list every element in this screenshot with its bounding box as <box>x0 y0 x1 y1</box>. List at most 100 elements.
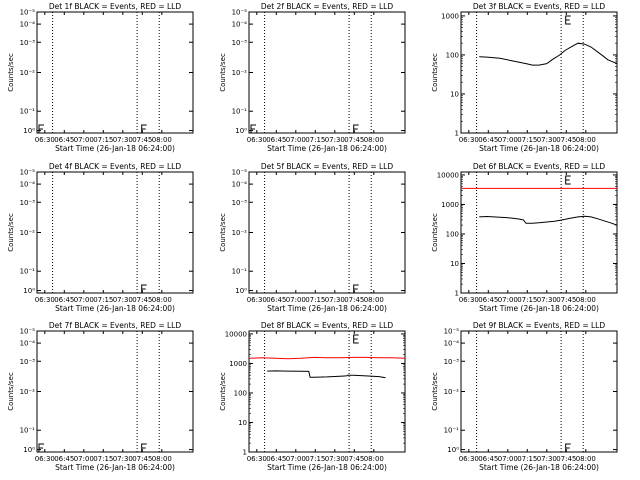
x-tick-label: 07:45 <box>344 296 364 304</box>
y-tick-label: 10⁰ <box>23 446 35 454</box>
y-tick-label: 10⁻¹ <box>20 427 36 435</box>
x-tick-label: 06:45 <box>478 136 498 144</box>
y-tick-label: 10⁻⁴ <box>20 181 36 189</box>
x-tick-label: 08:00 <box>576 136 596 144</box>
x-axis-label: Start Time (26-Jan-18 06:24:00) <box>479 144 599 153</box>
event-marker-icon <box>565 175 571 185</box>
y-tick-label: 10⁻¹ <box>444 427 460 435</box>
y-axis-label: Counts/sec <box>431 213 439 252</box>
x-tick-label: 07:00 <box>74 455 94 463</box>
x-axis-label: Start Time (26-Jan-18 06:24:00) <box>55 463 175 472</box>
plot-frame <box>460 330 618 453</box>
plot-frame <box>36 171 194 294</box>
chart-title: Det 2f BLACK = Events, RED = LLD <box>261 2 394 11</box>
x-tick-label: 07:30 <box>537 296 557 304</box>
y-tick-label: 1000 <box>229 360 247 368</box>
x-tick-label: 07:00 <box>498 455 518 463</box>
x-tick-label: 06:30 <box>459 136 479 144</box>
y-tick-label: 10⁻³ <box>20 39 36 47</box>
y-tick-label: 10⁰ <box>447 446 459 454</box>
x-axis-label: Start Time (26-Jan-18 06:24:00) <box>267 144 387 153</box>
x-tick-label: 07:30 <box>537 136 557 144</box>
chart-title: Det 4f BLACK = Events, RED = LLD <box>49 162 182 171</box>
y-tick-label: 10000 <box>225 330 247 338</box>
y-tick-label: 10⁻¹ <box>20 108 36 116</box>
x-tick-label: 08:00 <box>364 296 384 304</box>
y-tick-label: 1000 <box>441 201 459 209</box>
event-marker-icon <box>38 443 44 453</box>
event-marker-icon <box>141 124 147 134</box>
x-tick-label: 06:45 <box>54 136 74 144</box>
x-tick-label: 06:45 <box>478 296 498 304</box>
y-tick-label: 10⁻⁵ <box>232 9 248 17</box>
y-tick-label: 10⁻³ <box>444 358 460 366</box>
x-axis-label: Start Time (26-Jan-18 06:24:00) <box>55 144 175 153</box>
y-tick-label: 10⁻⁴ <box>232 181 248 189</box>
x-tick-label: 07:00 <box>74 136 94 144</box>
chart-title: Det 9f BLACK = Events, RED = LLD <box>473 321 606 330</box>
x-tick-label: 06:30 <box>35 136 55 144</box>
x-axis-label: Start Time (26-Jan-18 06:24:00) <box>479 463 599 472</box>
chart-title: Det 7f BLACK = Events, RED = LLD <box>49 321 182 330</box>
y-tick-label: 1000 <box>441 12 459 20</box>
x-tick-label: 06:45 <box>266 296 286 304</box>
plot-frame <box>248 330 406 453</box>
y-axis-label: Counts/sec <box>219 213 227 252</box>
y-tick-label: 10 <box>450 260 459 268</box>
event-marker-icon <box>565 443 571 453</box>
x-tick-label: 07:30 <box>113 136 133 144</box>
x-tick-label: 07:30 <box>325 455 345 463</box>
x-axis-label: Start Time (26-Jan-18 06:24:00) <box>479 304 599 313</box>
x-tick-label: 08:00 <box>152 296 172 304</box>
series-line-events <box>267 370 386 379</box>
plot-frame <box>36 11 194 134</box>
x-tick-label: 07:45 <box>344 455 364 463</box>
x-axis-label: Start Time (26-Jan-18 06:24:00) <box>55 304 175 313</box>
x-tick-label: 07:45 <box>556 455 576 463</box>
x-tick-label: 06:45 <box>266 455 286 463</box>
y-tick-label: 10⁻³ <box>20 358 36 366</box>
y-tick-label: 10⁻⁵ <box>20 9 36 17</box>
y-tick-label: 10⁻⁴ <box>232 21 248 29</box>
plot-frame <box>248 171 406 294</box>
x-tick-label: 07:30 <box>113 455 133 463</box>
x-tick-label: 07:30 <box>537 455 557 463</box>
x-tick-label: 08:00 <box>576 455 596 463</box>
event-marker-icon <box>38 124 44 134</box>
y-tick-label: 10⁻⁴ <box>444 340 460 348</box>
y-tick-label: 100 <box>446 230 459 238</box>
x-tick-label: 07:30 <box>325 296 345 304</box>
x-tick-label: 08:00 <box>152 455 172 463</box>
x-tick-label: 07:15 <box>93 455 113 463</box>
y-tick-label: 10⁻⁴ <box>20 21 36 29</box>
plot-frame <box>36 330 194 453</box>
panel-det-1: Det 1f BLACK = Events, RED = LLD 06:30 06:… <box>7 2 194 153</box>
x-tick-label: 07:15 <box>305 455 325 463</box>
y-axis-label: Counts/sec <box>7 372 15 411</box>
event-marker-icon <box>353 124 359 134</box>
y-tick-label: 10⁻¹ <box>20 268 36 276</box>
x-tick-label: 07:15 <box>93 296 113 304</box>
x-tick-label: 07:15 <box>305 136 325 144</box>
panel-det-5: Det 5f BLACK = Events, RED = LLD 06:30 06:… <box>219 162 406 313</box>
y-tick-label: 10⁰ <box>235 127 247 135</box>
panel-det-8: Det 8f BLACK = Events, RED = LLD 06:30 06:… <box>219 321 406 472</box>
y-tick-label: 10⁻⁵ <box>444 328 460 336</box>
y-tick-label: 10⁻¹ <box>232 108 248 116</box>
x-tick-label: 07:30 <box>113 296 133 304</box>
y-tick-label: 10⁻¹ <box>232 268 248 276</box>
chart-title: Det 3f BLACK = Events, RED = LLD <box>473 2 606 11</box>
panel-det-2: Det 2f BLACK = Events, RED = LLD 06:30 06:… <box>219 2 406 153</box>
x-tick-label: 07:00 <box>286 296 306 304</box>
y-tick-label: 10⁻³ <box>232 39 248 47</box>
x-tick-label: 07:00 <box>286 455 306 463</box>
chart-title: Det 6f BLACK = Events, RED = LLD <box>473 162 606 171</box>
y-tick-label: 10⁻⁵ <box>232 169 248 177</box>
y-tick-label: 100 <box>234 389 247 397</box>
y-tick-label: 10000 <box>437 171 459 179</box>
panel-det-3: Det 3f BLACK = Events, RED = LLD 06:30 06:… <box>431 2 618 153</box>
x-tick-label: 06:45 <box>54 455 74 463</box>
y-axis-label: Counts/sec <box>7 213 15 252</box>
chart-title: Det 1f BLACK = Events, RED = LLD <box>49 2 182 11</box>
x-tick-label: 06:30 <box>459 296 479 304</box>
